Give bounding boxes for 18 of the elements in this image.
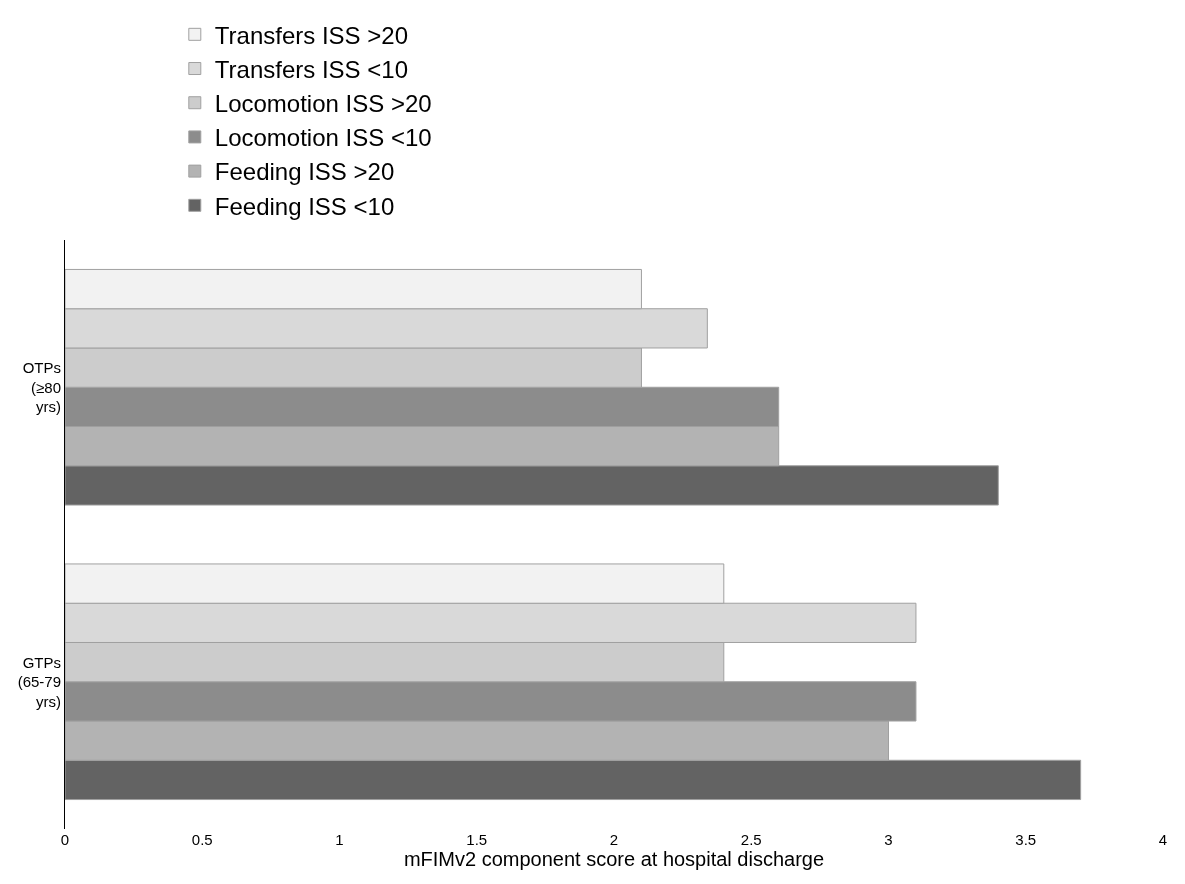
legend-label: Transfers ISS <10 xyxy=(214,55,408,83)
x-tick-label: 1 xyxy=(335,831,344,848)
x-tick-label: 3 xyxy=(884,831,893,848)
legend-label: Feeding ISS >20 xyxy=(214,158,395,186)
x-tick-label: 4 xyxy=(1158,831,1168,848)
legend-label: Transfers ISS >20 xyxy=(214,21,408,49)
y-tick-label: OTPs (≥80 yrs) xyxy=(22,359,61,415)
x-axis-title: mFIMv2 component score at hospital discharge xyxy=(403,848,825,870)
legend-label: Locomotion ISS >20 xyxy=(214,90,432,118)
y-tick-label: GTPs (65-79 yrs) xyxy=(17,653,61,710)
x-tick-label: 0 xyxy=(60,831,70,848)
legend-label: Locomotion ISS <10 xyxy=(214,124,432,152)
x-tick-label: 1.5 xyxy=(466,831,488,848)
legend-label: Feeding ISS <10 xyxy=(214,192,395,220)
x-tick-label: 2.5 xyxy=(740,831,762,848)
x-tick-label: 3.5 xyxy=(1015,831,1037,848)
x-tick-label: 0.5 xyxy=(191,831,213,848)
x-tick-label: 2 xyxy=(609,831,619,848)
